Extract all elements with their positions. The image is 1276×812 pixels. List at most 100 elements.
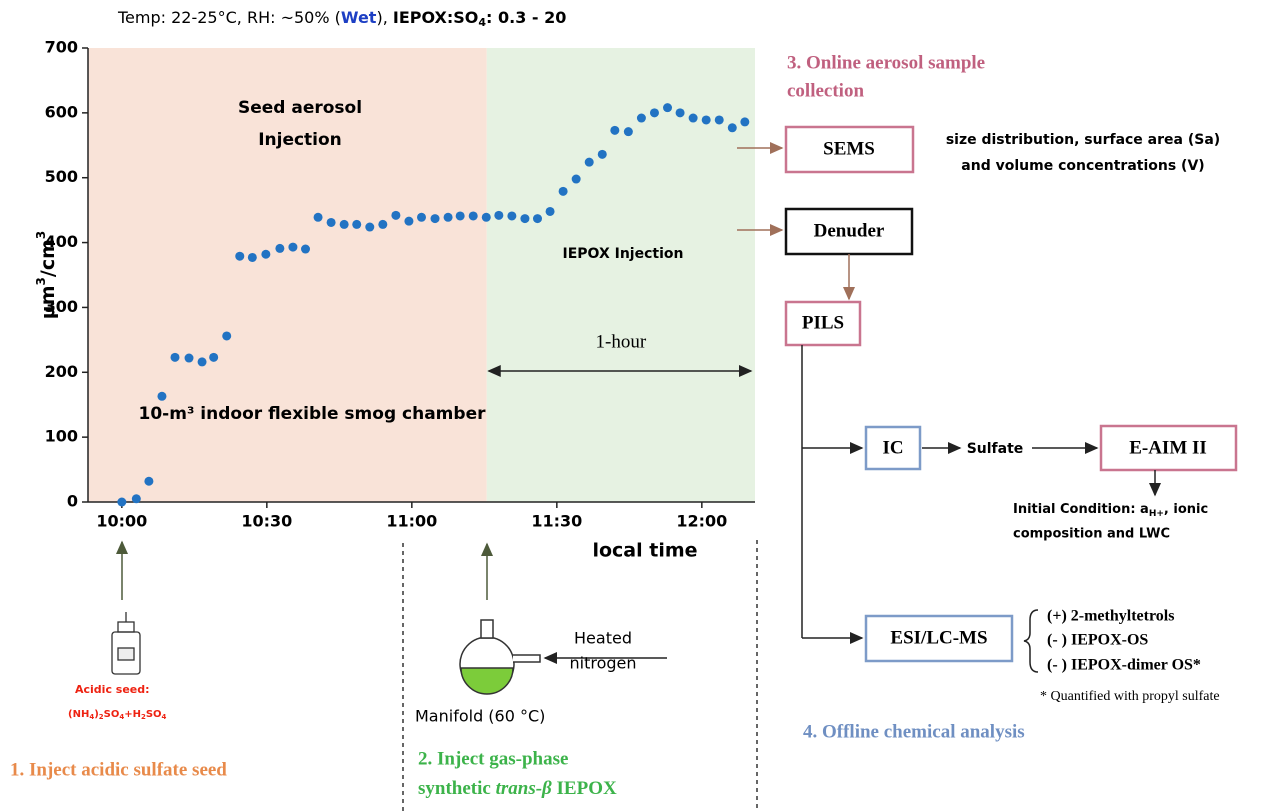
data-point <box>184 353 194 363</box>
data-point <box>507 211 517 221</box>
note: Initial Condition: aH+, ionic <box>1013 502 1208 519</box>
data-point <box>597 149 607 159</box>
footnote: * Quantified with propyl sulfate <box>1040 689 1220 704</box>
data-point <box>235 251 245 261</box>
step-label: 3. Online aerosol sample <box>787 52 985 73</box>
data-point <box>623 127 633 137</box>
y-tick-label: 100 <box>45 427 78 446</box>
data-point <box>675 108 685 118</box>
label: Sulfate <box>967 441 1024 457</box>
y-tick-label: 300 <box>45 297 78 316</box>
data-point <box>430 214 440 224</box>
step-label: 2. Inject gas-phase <box>418 748 568 769</box>
seed-sub: 4 <box>89 713 94 721</box>
y-tick-label: 400 <box>45 232 78 251</box>
y-tick-label: 500 <box>45 167 78 186</box>
x-tick-label: 10:30 <box>241 512 292 531</box>
data-point <box>326 217 336 227</box>
note-text: , ionic <box>1164 502 1208 517</box>
y-axis-label: μm3/cm3 <box>34 231 59 320</box>
data-point <box>481 212 491 222</box>
box <box>784 125 915 174</box>
data-point <box>339 219 349 229</box>
seed-sub: 4 <box>119 713 124 721</box>
step-text: IEPOX <box>552 778 617 799</box>
y-tick-label: 0 <box>67 492 78 511</box>
data-point <box>417 212 426 222</box>
y-label-part: /cm <box>37 239 59 277</box>
box-label: IC <box>882 437 903 458</box>
y-tick-label: 200 <box>45 362 78 381</box>
note-text: Initial Condition: a <box>1013 502 1149 517</box>
data-point <box>545 206 555 216</box>
data-point <box>727 123 737 133</box>
data-point <box>378 219 388 229</box>
note-sub: H+ <box>1149 509 1164 519</box>
data-point <box>584 157 594 167</box>
seed-text: +H <box>124 709 141 720</box>
box <box>784 207 914 256</box>
x-tick-label: 11:00 <box>386 512 437 531</box>
product: (- ) IEPOX-dimer OS* <box>1047 657 1201 674</box>
title-ratio: IEPOX:SO <box>393 8 479 27</box>
data-point <box>144 476 154 486</box>
title-text: Temp: 22-25°C, RH: ~50% ( <box>117 8 341 27</box>
box-label: Denuder <box>814 220 885 241</box>
seed-sub: 4 <box>162 713 167 721</box>
data-point <box>313 212 323 222</box>
data-point <box>649 108 659 118</box>
note: size distribution, surface area (Sa) <box>946 132 1220 148</box>
seed-text: SO <box>104 709 120 720</box>
data-point <box>247 252 257 262</box>
box-label: SEMS <box>823 138 875 159</box>
data-point <box>131 494 141 504</box>
interval-label: 1-hour <box>596 331 647 352</box>
data-point <box>571 174 581 184</box>
bottle-icon <box>111 612 141 675</box>
box <box>864 614 1014 663</box>
seed-text: ) <box>94 709 99 720</box>
title-ratio: : 0.3 - 20 <box>486 8 566 27</box>
box <box>864 425 922 471</box>
data-point <box>197 357 207 367</box>
data-point <box>365 222 375 232</box>
box <box>1099 424 1238 472</box>
note: and volume concentrations (V) <box>961 158 1204 174</box>
y-label-part: 3 <box>34 277 48 285</box>
seed-sub: 2 <box>141 713 146 721</box>
data-point <box>533 214 542 224</box>
data-point <box>301 244 310 254</box>
data-point <box>520 214 530 224</box>
box-label: ESI/LC-MS <box>890 627 987 648</box>
data-point <box>209 352 219 362</box>
x-axis-label: local time <box>592 540 697 562</box>
data-point <box>288 242 298 252</box>
data-point <box>117 497 127 507</box>
step-label: 1. Inject acidic sulfate seed <box>10 759 227 780</box>
data-point <box>558 186 568 196</box>
data-point <box>222 331 232 341</box>
step-label: collection <box>787 80 864 101</box>
data-point <box>275 243 285 253</box>
data-point <box>688 113 698 123</box>
data-point <box>391 210 401 220</box>
label: Manifold (60 °C) <box>415 707 545 726</box>
annotation: Injection <box>258 130 342 150</box>
seed-text: (NH <box>68 709 89 720</box>
data-point <box>455 211 465 221</box>
product: (+) 2-methyltetrols <box>1047 608 1174 625</box>
note: composition and LWC <box>1013 527 1170 542</box>
flask-icon <box>459 619 541 695</box>
product: (- ) IEPOX-OS <box>1047 632 1148 649</box>
step-text: synthetic <box>418 778 496 799</box>
shaded-region <box>486 48 755 502</box>
data-point <box>170 352 180 362</box>
seed-sub: 2 <box>99 713 104 721</box>
data-point <box>701 115 711 125</box>
shaded-region <box>88 48 487 502</box>
data-point <box>261 249 271 259</box>
box <box>784 300 862 347</box>
label: Heated <box>574 629 632 648</box>
step-label: synthetic trans-β IEPOX <box>418 778 617 799</box>
